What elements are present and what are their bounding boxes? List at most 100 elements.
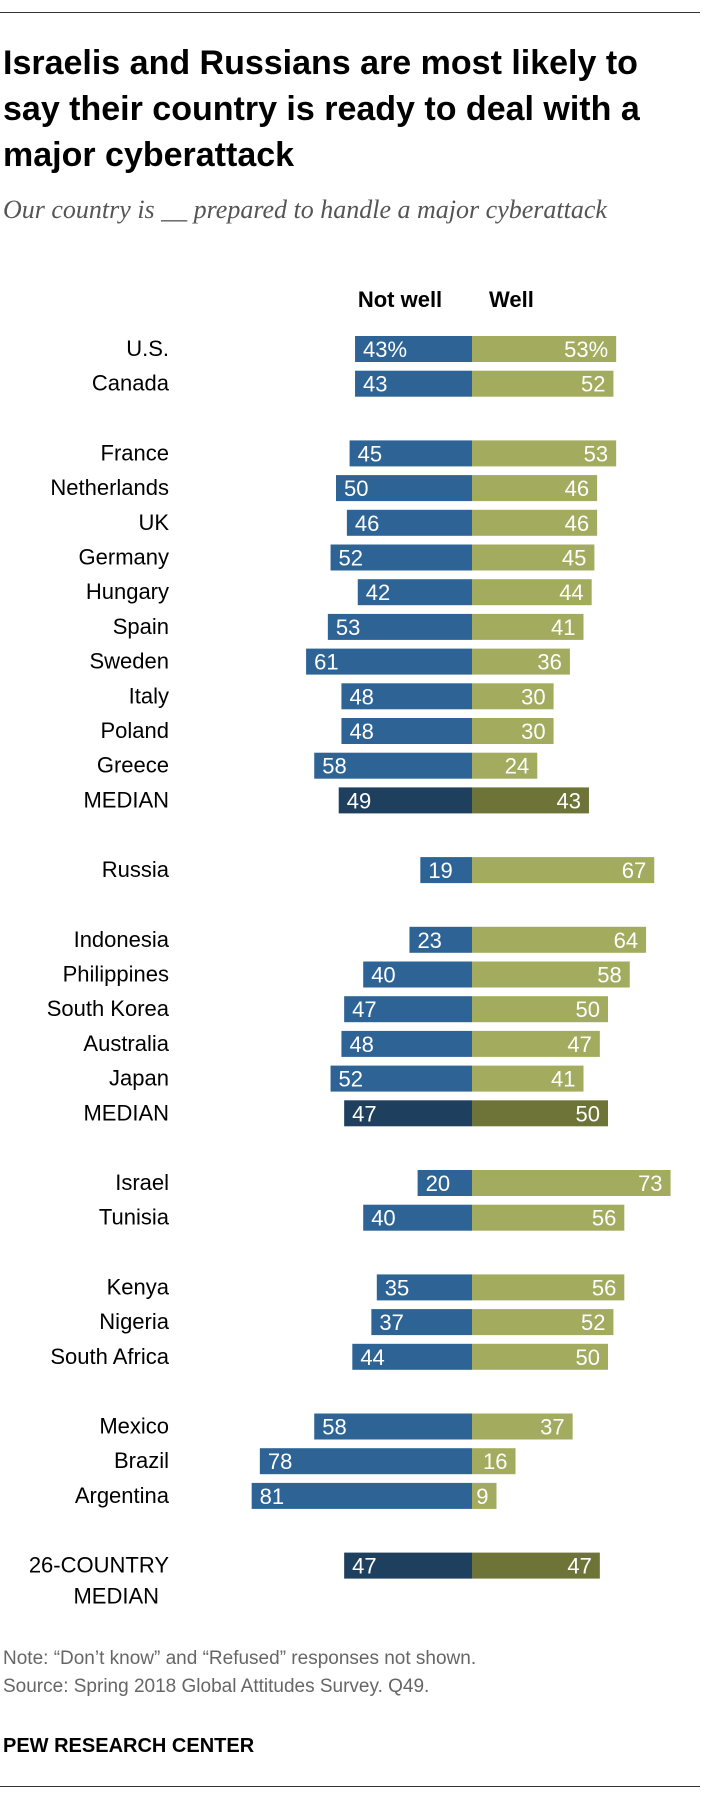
bar-not-well-nigeria [371, 1309, 472, 1336]
row-label-philippines: Philippines [63, 962, 169, 987]
bar-not-well-median [338, 787, 472, 814]
bar-not-well-south-africa [352, 1343, 472, 1370]
row-label-south-korea: South Korea [47, 996, 170, 1021]
bar-well-kenya [472, 1274, 625, 1301]
bar-well-argentina [472, 1482, 497, 1509]
bar-well-philippines [472, 961, 630, 988]
row-label-netherlands: Netherlands [50, 475, 169, 500]
bar-well-uk [472, 509, 598, 536]
value-well-spain: 41 [551, 615, 575, 640]
value-well-26-country-median: 47 [567, 1554, 591, 1579]
bar-well-brazil [472, 1448, 516, 1475]
bar-not-well-tunisia [363, 1204, 472, 1231]
bar-not-well-japan [330, 1065, 472, 1092]
value-well-south-africa: 50 [576, 1345, 600, 1370]
bar-well-japan [472, 1065, 584, 1092]
bar-well-germany [472, 544, 595, 571]
bar-not-well-poland [341, 718, 472, 744]
value-not-well-france: 45 [358, 441, 382, 466]
value-not-well-greece: 58 [322, 754, 346, 779]
diverging-bar-chart: Not well Well U.S. 43% 53% Canada 43 52 France 45… [29, 287, 671, 1609]
bar-well-russia [472, 857, 655, 884]
bar-not-well-26-country-median [344, 1552, 472, 1579]
bar-not-well-france [349, 440, 472, 467]
bar-not-well-greece [314, 752, 472, 779]
bar-well-spain [472, 613, 584, 640]
bar-not-well-canada [355, 370, 472, 397]
bar-not-well-russia [420, 857, 472, 884]
bar-not-well-germany [330, 544, 472, 571]
bar-not-well-median [344, 1100, 472, 1127]
value-well-u-s-: 53% [564, 337, 608, 362]
bar-not-well-brazil [259, 1448, 472, 1475]
value-well-argentina: 9 [476, 1484, 488, 1509]
value-well-nigeria: 52 [581, 1310, 605, 1335]
value-not-well-netherlands: 50 [344, 476, 368, 501]
bar-not-well-hungary [357, 579, 472, 606]
chart-note: Note: “Don’t know” and “Refused” respons… [3, 1648, 477, 1669]
row-label-sweden: Sweden [89, 649, 169, 674]
value-not-well-nigeria: 37 [379, 1310, 403, 1335]
row-label-uk: UK [138, 510, 169, 535]
bar-well-hungary [472, 579, 592, 606]
row-label-median: MEDIAN [83, 1100, 169, 1125]
bar-not-well-australia [341, 1030, 472, 1057]
row-label-france: France [101, 440, 169, 465]
value-well-russia: 67 [622, 858, 646, 883]
value-not-well-argentina: 81 [260, 1484, 284, 1509]
row-label-nigeria: Nigeria [99, 1309, 169, 1334]
value-not-well-tunisia: 40 [371, 1206, 395, 1231]
value-not-well-canada: 43 [363, 372, 387, 397]
bar-well-mexico [472, 1413, 573, 1440]
row-label-south-africa: South Africa [50, 1344, 169, 1369]
bar-not-well-spain [327, 613, 472, 640]
value-well-tunisia: 56 [592, 1206, 616, 1231]
value-well-greece: 24 [505, 754, 529, 779]
row-label-median: MEDIAN [83, 787, 169, 812]
bar-well-median [472, 1100, 608, 1127]
value-well-median: 50 [576, 1101, 600, 1126]
bar-not-well-mexico [314, 1413, 472, 1440]
bar-not-well-u-s- [355, 336, 472, 362]
value-well-kenya: 56 [592, 1275, 616, 1300]
value-not-well-mexico: 58 [322, 1415, 346, 1440]
bar-well-greece [472, 752, 538, 779]
row-label-australia: Australia [83, 1031, 169, 1056]
bar-well-u-s- [472, 336, 617, 362]
value-not-well-south-korea: 47 [352, 997, 376, 1022]
value-well-median: 43 [556, 788, 580, 813]
bar-well-median [472, 787, 589, 814]
bar-not-well-israel [417, 1170, 472, 1196]
row-label-26-country-median: 26-COUNTRY [29, 1553, 170, 1578]
bottom-rule [0, 1786, 700, 1787]
chart-source: Source: Spring 2018 Global Attitudes Sur… [3, 1676, 430, 1697]
value-not-well-australia: 48 [349, 1032, 373, 1057]
bar-well-netherlands [472, 475, 598, 502]
row-label-israel: Israel [115, 1170, 169, 1195]
legend-not-well: Not well [358, 287, 442, 312]
value-well-australia: 47 [567, 1032, 591, 1057]
bar-not-well-south-korea [344, 996, 472, 1023]
bar-well-france [472, 440, 617, 467]
value-well-poland: 30 [521, 719, 545, 744]
chart-title: Israelis and Russians are most likely to… [3, 44, 640, 174]
value-not-well-median: 47 [352, 1101, 376, 1126]
value-not-well-poland: 48 [349, 719, 373, 744]
value-well-germany: 45 [562, 546, 586, 571]
value-well-south-korea: 50 [576, 997, 600, 1022]
value-well-netherlands: 46 [565, 476, 589, 501]
value-well-brazil: 16 [483, 1449, 507, 1474]
bar-not-well-italy [341, 683, 472, 710]
value-not-well-philippines: 40 [371, 963, 395, 988]
bar-not-well-kenya [376, 1274, 472, 1301]
value-not-well-u-s-: 43% [363, 337, 407, 362]
bar-well-south-africa [472, 1343, 608, 1370]
row-label-u-s-: U.S. [126, 336, 169, 361]
legend-well: Well [489, 287, 534, 312]
bar-not-well-netherlands [336, 475, 472, 502]
value-well-canada: 52 [581, 372, 605, 397]
bar-well-poland [472, 718, 554, 744]
bar-not-well-uk [346, 509, 472, 536]
bar-well-israel [472, 1170, 671, 1196]
value-not-well-indonesia: 23 [417, 928, 441, 953]
